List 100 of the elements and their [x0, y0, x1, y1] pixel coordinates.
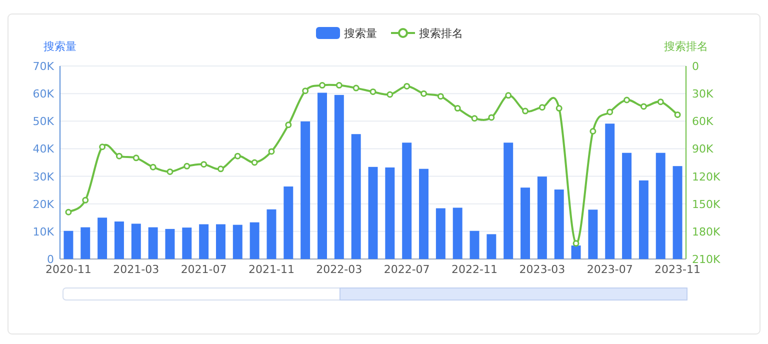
- legend-label: 搜索量: [344, 27, 377, 40]
- point: [404, 82, 410, 90]
- point: [268, 148, 275, 155]
- y2-tick-label: 90K: [692, 142, 714, 156]
- y-tick-label: 70K: [32, 60, 55, 73]
- point: [302, 88, 309, 94]
- y2-tick-label: 60K: [692, 115, 714, 128]
- point: [234, 152, 241, 160]
- bar: [638, 180, 648, 259]
- bar: [334, 94, 344, 259]
- x-tick-label: 2021-07: [180, 263, 227, 276]
- y2-tick-label: 120K: [692, 170, 721, 184]
- bar: [571, 245, 581, 259]
- x-tick-label: 2022-03: [316, 263, 362, 276]
- bar: [114, 222, 124, 259]
- point: [370, 88, 376, 95]
- x-tick-label: 2021-11: [248, 263, 294, 276]
- legend-label: 搜索排名: [419, 27, 463, 40]
- point: [606, 108, 614, 116]
- point: [538, 104, 546, 111]
- bar: [98, 218, 108, 259]
- bar: [300, 121, 310, 259]
- point: [318, 82, 326, 89]
- point: [454, 105, 461, 112]
- point: [166, 168, 174, 175]
- point: [99, 144, 106, 150]
- y-tick-label: 50K: [32, 115, 55, 128]
- point: [132, 154, 140, 162]
- point: [116, 152, 122, 160]
- x-tick-label: 2022-07: [384, 263, 430, 276]
- bar: [588, 210, 598, 259]
- point: [657, 98, 664, 106]
- bar: [80, 227, 90, 259]
- bar: [402, 142, 412, 259]
- bar: [368, 166, 378, 259]
- y-tick-label: 10K: [32, 225, 55, 238]
- point: [488, 114, 495, 121]
- point: [471, 115, 478, 122]
- bar: [419, 168, 428, 259]
- bar: [250, 222, 260, 259]
- y-tick-label: 40K: [32, 142, 55, 156]
- bar: [148, 227, 158, 259]
- x-tick-label: 2020-11: [45, 263, 92, 276]
- point: [437, 93, 444, 100]
- point: [82, 196, 89, 204]
- bar: [232, 224, 242, 259]
- point: [572, 240, 580, 247]
- y2-axis-title: 搜索排名: [664, 40, 708, 53]
- point: [386, 91, 394, 98]
- x-tick-label: 2023-03: [519, 263, 566, 276]
- y-tick-label: 30K: [32, 170, 55, 184]
- point: [674, 111, 681, 118]
- bar: [385, 167, 395, 259]
- bar: [284, 186, 294, 259]
- bar: [436, 208, 446, 259]
- y2-tick-label: 180K: [692, 225, 721, 238]
- bar: [656, 152, 666, 259]
- bar: [504, 142, 514, 259]
- point: [522, 108, 529, 114]
- point: [251, 159, 258, 166]
- bar: [165, 228, 175, 259]
- y-tick-label: 0: [47, 253, 54, 266]
- y2-tick-label: 210K: [692, 253, 721, 266]
- point: [420, 90, 428, 97]
- bar: [486, 234, 496, 259]
- y-axis-title: 搜索量: [44, 40, 76, 53]
- bar: [318, 92, 327, 259]
- x-tick-label: 2023-11: [654, 263, 701, 276]
- x-tick-label: 2022-11: [452, 263, 498, 276]
- bar: [64, 230, 74, 259]
- bar: [452, 208, 462, 259]
- bar: [182, 228, 192, 259]
- bar: [470, 230, 480, 259]
- point: [352, 84, 360, 92]
- bar: [266, 209, 276, 259]
- y2-tick-label: 30K: [692, 88, 714, 101]
- point: [150, 164, 156, 170]
- point: [590, 128, 596, 134]
- point: [336, 82, 342, 89]
- point: [556, 105, 562, 112]
- y-tick-label: 20K: [32, 198, 55, 211]
- bar: [351, 134, 361, 259]
- y2-tick-label: 150K: [692, 198, 721, 211]
- bar: [216, 224, 226, 259]
- point: [624, 96, 630, 104]
- x-tick-label: 2021-03: [113, 263, 160, 276]
- y2-tick-label: 0: [692, 60, 699, 73]
- point: [505, 92, 512, 99]
- bar: [605, 124, 615, 259]
- bar: [622, 152, 632, 259]
- point: [217, 166, 224, 172]
- bar: [131, 224, 141, 259]
- point: [285, 122, 292, 128]
- x-tick-label: 2023-07: [586, 263, 633, 276]
- bar: [520, 188, 530, 259]
- point: [65, 208, 72, 216]
- bar: [537, 176, 547, 259]
- bar: [554, 190, 564, 259]
- y-tick-label: 60K: [32, 88, 55, 101]
- bar: [199, 224, 209, 259]
